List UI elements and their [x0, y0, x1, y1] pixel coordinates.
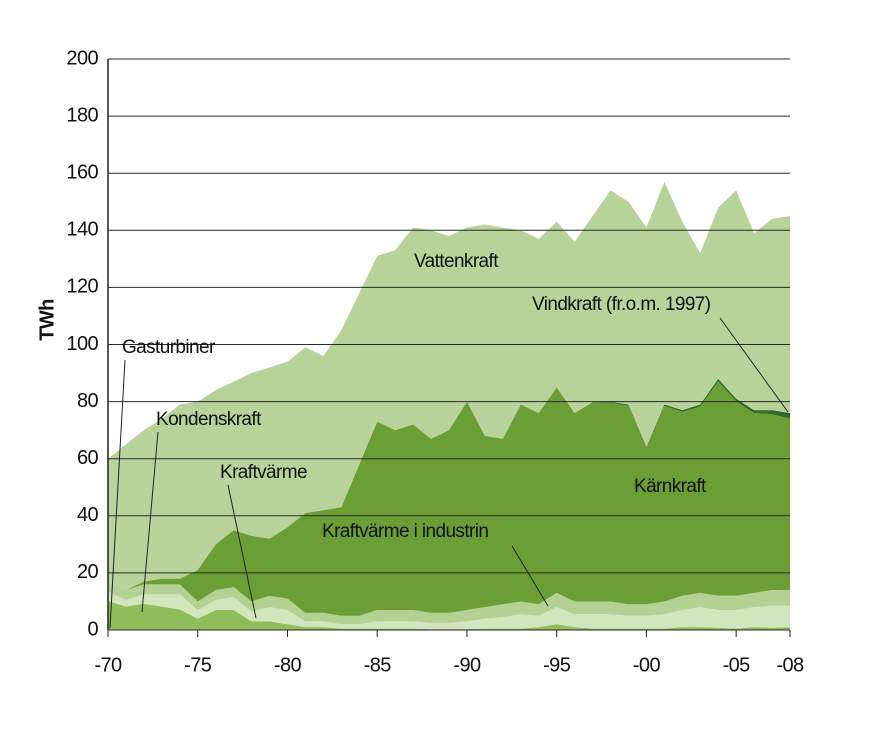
y-tick-label: 20 [77, 561, 99, 583]
area [592, 378, 790, 449]
y-tick-label: 160 [66, 161, 98, 183]
leader-line [511, 545, 549, 607]
leader-line [141, 431, 159, 613]
area [108, 600, 790, 630]
y-axis-label: TWh [36, 299, 58, 341]
area [108, 381, 790, 616]
y-tick-label: 200 [66, 47, 98, 69]
x-tick-label: -75 [184, 654, 212, 676]
series-label: Vindkraft (fr.o.m. 1997) [532, 294, 711, 315]
y-tick-label: 140 [66, 219, 98, 241]
area [108, 581, 790, 625]
y-tick-label: 40 [77, 504, 99, 526]
y-tick-label: 0 [87, 618, 98, 640]
x-tick-label: -08 [776, 654, 804, 676]
series-label: Kondenskraft [156, 409, 262, 430]
y-tick-label: 180 [66, 104, 98, 126]
series-label: Gasturbiner [122, 337, 216, 358]
x-tick-label: -85 [364, 654, 392, 676]
y-tick-label: 120 [66, 276, 98, 298]
x-tick-label: -00 [633, 654, 661, 676]
x-tick-label: -80 [274, 654, 302, 676]
series-label: Kärnkraft [634, 476, 707, 497]
series-label: Kraftvärme [220, 462, 307, 483]
y-tick-label: 100 [66, 333, 98, 355]
x-tick-label: -95 [543, 654, 571, 676]
leader-line [719, 317, 789, 413]
area [108, 181, 790, 591]
x-tick-label: -90 [453, 654, 481, 676]
x-tick-label: -05 [723, 654, 751, 676]
area [108, 591, 790, 630]
x-tick-label: -70 [94, 654, 122, 676]
y-tick-label: 60 [77, 447, 99, 469]
y-tick-label: 80 [77, 390, 99, 412]
series-label: Vattenkraft [414, 251, 499, 272]
leader-line [227, 484, 257, 619]
series-label: Kraftvärme i industrin [322, 521, 488, 542]
leader-line [109, 359, 126, 629]
